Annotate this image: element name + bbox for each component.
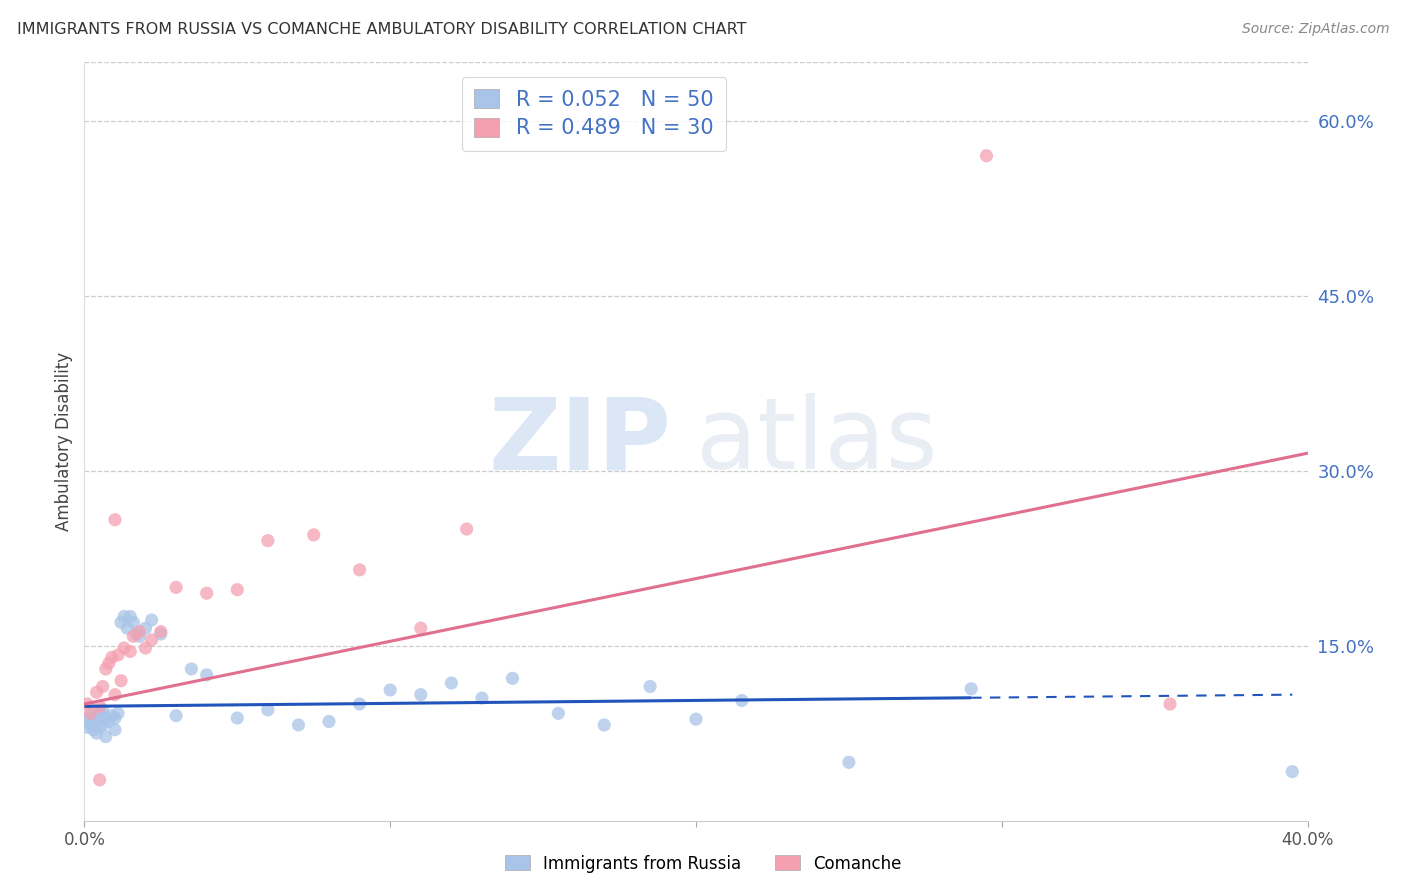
Point	[94, 730, 117, 744]
Point	[149, 627, 172, 641]
Point	[1159, 697, 1181, 711]
Point	[76, 712, 98, 726]
Point	[79, 708, 101, 723]
Point	[122, 629, 145, 643]
Point	[122, 615, 145, 630]
Point	[257, 703, 280, 717]
Point	[76, 697, 98, 711]
Point	[112, 609, 135, 624]
Point	[838, 756, 860, 770]
Point	[638, 680, 661, 694]
Point	[502, 671, 524, 685]
Point	[86, 711, 108, 725]
Point	[440, 676, 463, 690]
Point	[120, 644, 142, 658]
Point	[547, 706, 569, 721]
Point	[302, 528, 325, 542]
Point	[104, 513, 127, 527]
Point	[593, 718, 616, 732]
Point	[83, 714, 105, 729]
Point	[91, 680, 114, 694]
Text: ZIP: ZIP	[489, 393, 672, 490]
Point	[685, 712, 707, 726]
Point	[83, 723, 105, 737]
Point	[141, 613, 163, 627]
Point	[112, 640, 135, 655]
Point	[76, 720, 98, 734]
Point	[380, 683, 402, 698]
Point	[165, 708, 187, 723]
Point	[287, 718, 309, 732]
Point	[1281, 764, 1303, 779]
Point	[101, 650, 124, 665]
Point	[128, 624, 150, 639]
Point	[409, 621, 432, 635]
Point	[79, 716, 101, 731]
Y-axis label: Ambulatory Disability: Ambulatory Disability	[55, 352, 73, 531]
Point	[104, 688, 127, 702]
Point	[115, 621, 138, 635]
Point	[107, 706, 129, 721]
Point	[349, 563, 371, 577]
Point	[318, 714, 340, 729]
Legend: Immigrants from Russia, Comanche: Immigrants from Russia, Comanche	[498, 848, 908, 880]
Point	[91, 718, 114, 732]
Point	[257, 533, 280, 548]
Point	[226, 582, 249, 597]
Point	[128, 629, 150, 643]
Point	[86, 726, 108, 740]
Point	[89, 699, 111, 714]
Point	[86, 685, 108, 699]
Point	[195, 668, 218, 682]
Text: IMMIGRANTS FROM RUSSIA VS COMANCHE AMBULATORY DISABILITY CORRELATION CHART: IMMIGRANTS FROM RUSSIA VS COMANCHE AMBUL…	[17, 22, 747, 37]
Point	[89, 772, 111, 787]
Point	[731, 693, 754, 707]
Point	[409, 688, 432, 702]
Point	[91, 703, 114, 717]
Point	[79, 706, 101, 721]
Point	[94, 711, 117, 725]
Text: atlas: atlas	[696, 393, 938, 490]
Point	[471, 691, 494, 706]
Point	[94, 662, 117, 676]
Point	[135, 621, 157, 635]
Point	[125, 627, 148, 641]
Point	[180, 662, 202, 676]
Point	[165, 580, 187, 594]
Point	[101, 708, 124, 723]
Point	[135, 640, 157, 655]
Point	[141, 632, 163, 647]
Point	[195, 586, 218, 600]
Point	[89, 706, 111, 721]
Point	[110, 615, 132, 630]
Point	[226, 711, 249, 725]
Point	[97, 714, 120, 729]
Point	[107, 648, 129, 662]
Point	[89, 720, 111, 734]
Point	[104, 711, 127, 725]
Point	[960, 681, 983, 696]
Text: Source: ZipAtlas.com: Source: ZipAtlas.com	[1241, 22, 1389, 37]
Point	[97, 656, 120, 670]
Point	[349, 697, 371, 711]
Point	[120, 609, 142, 624]
Point	[456, 522, 478, 536]
Point	[976, 149, 998, 163]
Point	[104, 723, 127, 737]
Point	[149, 624, 172, 639]
Legend: R = 0.052   N = 50, R = 0.489   N = 30: R = 0.052 N = 50, R = 0.489 N = 30	[461, 77, 725, 151]
Point	[110, 673, 132, 688]
